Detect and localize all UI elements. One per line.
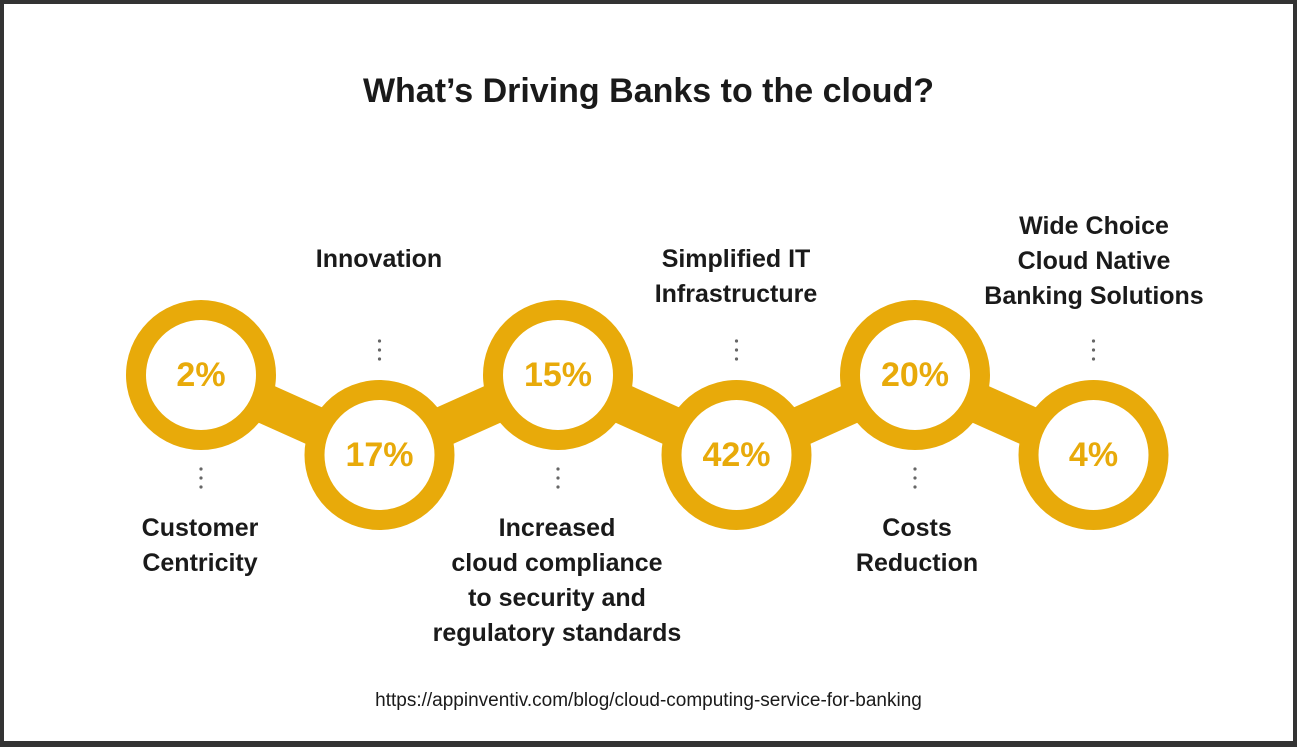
leader-dot (377, 357, 382, 361)
value-ring (483, 300, 633, 450)
value-ring (304, 380, 455, 530)
label-simplified-it: Simplified IT Infrastructure (654, 245, 818, 308)
leader-dot (1091, 357, 1096, 361)
leader-dot (913, 485, 917, 489)
value-label: 20% (881, 356, 949, 394)
leader-dot (377, 348, 382, 352)
label-wide-choice: Wide Choice Cloud Native Banking Solutio… (984, 212, 1204, 310)
value-ring (661, 380, 812, 530)
leader-dot (199, 467, 203, 471)
value-label: 42% (702, 436, 770, 474)
leader-dot (913, 467, 917, 471)
value-label: 4% (1069, 436, 1118, 474)
leader-dot (1091, 348, 1096, 352)
label-innovation: Innovation (315, 245, 443, 273)
label-compliance: Increased cloud compliance to security a… (432, 514, 682, 647)
value-label: 2% (176, 356, 225, 394)
source-url: https://appinventiv.com/blog/cloud-compu… (375, 690, 922, 711)
leader-dot (377, 339, 382, 343)
page-title: What’s Driving Banks to the cloud? (362, 72, 935, 110)
dotted-leader-group (199, 339, 1096, 489)
leader-dot (734, 348, 739, 352)
value-ring (840, 300, 990, 450)
leader-dot (199, 476, 203, 480)
ring-group (126, 300, 1169, 530)
value-label-group: 2% 17% 15% 42% 20% 4% (176, 356, 1118, 474)
value-label: 15% (524, 356, 592, 394)
value-label: 17% (345, 436, 413, 474)
leader-dot (556, 485, 560, 489)
label-costs-reduction: Costs Reduction (855, 514, 979, 577)
leader-dot (556, 467, 560, 471)
value-ring (1018, 380, 1169, 530)
leader-dot (913, 476, 917, 480)
value-ring (126, 300, 276, 450)
leader-dot (556, 476, 560, 480)
leader-dot (1091, 339, 1096, 343)
leader-dot (734, 339, 739, 343)
leader-dot (734, 357, 739, 361)
label-customer-centricity: Customer Centricity (141, 514, 259, 577)
leader-dot (199, 485, 203, 489)
